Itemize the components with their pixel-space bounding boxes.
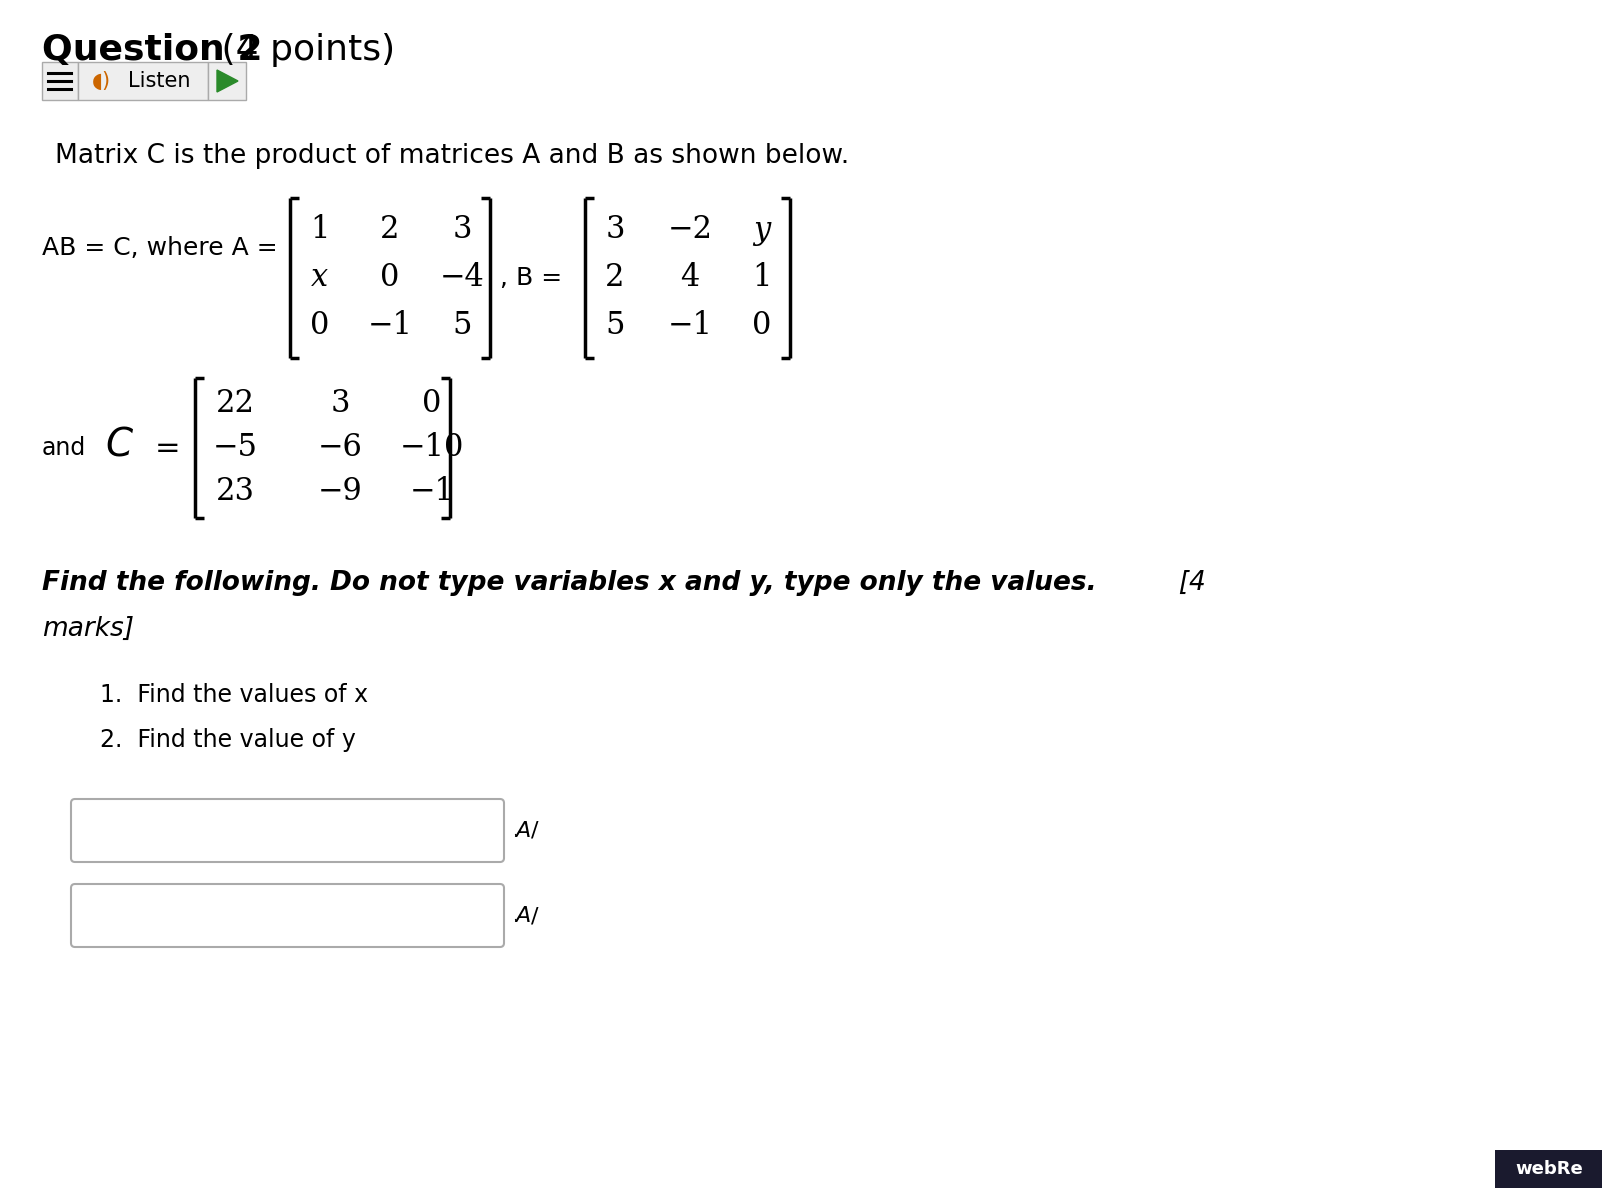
FancyBboxPatch shape — [1495, 1150, 1602, 1188]
Text: 23: 23 — [216, 476, 255, 507]
FancyBboxPatch shape — [208, 62, 247, 100]
Text: −1: −1 — [410, 476, 455, 507]
Text: 1: 1 — [311, 215, 330, 246]
Text: A: A — [514, 906, 530, 925]
Text: and: and — [42, 436, 87, 460]
Text: 3: 3 — [452, 215, 471, 246]
Text: 3: 3 — [606, 215, 625, 246]
Text: marks]: marks] — [42, 617, 135, 642]
Text: −6: −6 — [317, 432, 362, 463]
Text: Matrix C is the product of matrices A and B as shown below.: Matrix C is the product of matrices A an… — [54, 143, 849, 169]
Text: −2: −2 — [668, 215, 713, 246]
Text: /: / — [530, 906, 538, 925]
Text: Find the following. Do not type variables x and y, type only the values.: Find the following. Do not type variable… — [42, 570, 1097, 596]
Text: 4: 4 — [681, 263, 700, 293]
Text: Question 2: Question 2 — [42, 33, 263, 67]
Text: 0: 0 — [380, 263, 399, 293]
Text: 0: 0 — [311, 310, 330, 341]
Text: 1: 1 — [753, 263, 772, 293]
Text: A: A — [514, 821, 530, 841]
Text: 22: 22 — [216, 388, 255, 419]
Text: −1: −1 — [367, 310, 412, 341]
Text: 5: 5 — [452, 310, 471, 341]
Text: $\mathit{C}$: $\mathit{C}$ — [106, 426, 135, 465]
Text: webRe: webRe — [1515, 1159, 1583, 1178]
Text: AB = C, where A =: AB = C, where A = — [42, 236, 285, 260]
Text: 2: 2 — [606, 263, 625, 293]
Text: (4 points): (4 points) — [210, 33, 396, 67]
Text: [4: [4 — [1161, 570, 1206, 596]
Text: 0: 0 — [423, 388, 442, 419]
Text: Listen: Listen — [128, 71, 191, 91]
Text: −4: −4 — [439, 263, 484, 293]
Text: ◖): ◖) — [91, 71, 111, 91]
Text: /: / — [530, 821, 538, 841]
FancyBboxPatch shape — [70, 884, 505, 947]
Text: 0: 0 — [753, 310, 772, 341]
FancyBboxPatch shape — [70, 800, 505, 862]
Text: 2.  Find the value of y: 2. Find the value of y — [99, 728, 356, 752]
Text: , B =: , B = — [500, 266, 570, 290]
FancyBboxPatch shape — [42, 62, 78, 100]
Text: −5: −5 — [213, 432, 258, 463]
FancyBboxPatch shape — [78, 62, 208, 100]
Text: ✓: ✓ — [513, 914, 522, 925]
Polygon shape — [216, 70, 239, 91]
Text: x: x — [311, 263, 328, 293]
Text: 3: 3 — [330, 388, 349, 419]
Text: ✓: ✓ — [513, 828, 522, 841]
Text: 1.  Find the values of x: 1. Find the values of x — [99, 683, 368, 707]
Text: −9: −9 — [317, 476, 362, 507]
Text: −1: −1 — [668, 310, 713, 341]
Text: =: = — [155, 434, 181, 462]
Text: y: y — [753, 215, 771, 246]
Text: 2: 2 — [380, 215, 400, 246]
Text: −10: −10 — [400, 432, 465, 463]
Text: 5: 5 — [606, 310, 625, 341]
